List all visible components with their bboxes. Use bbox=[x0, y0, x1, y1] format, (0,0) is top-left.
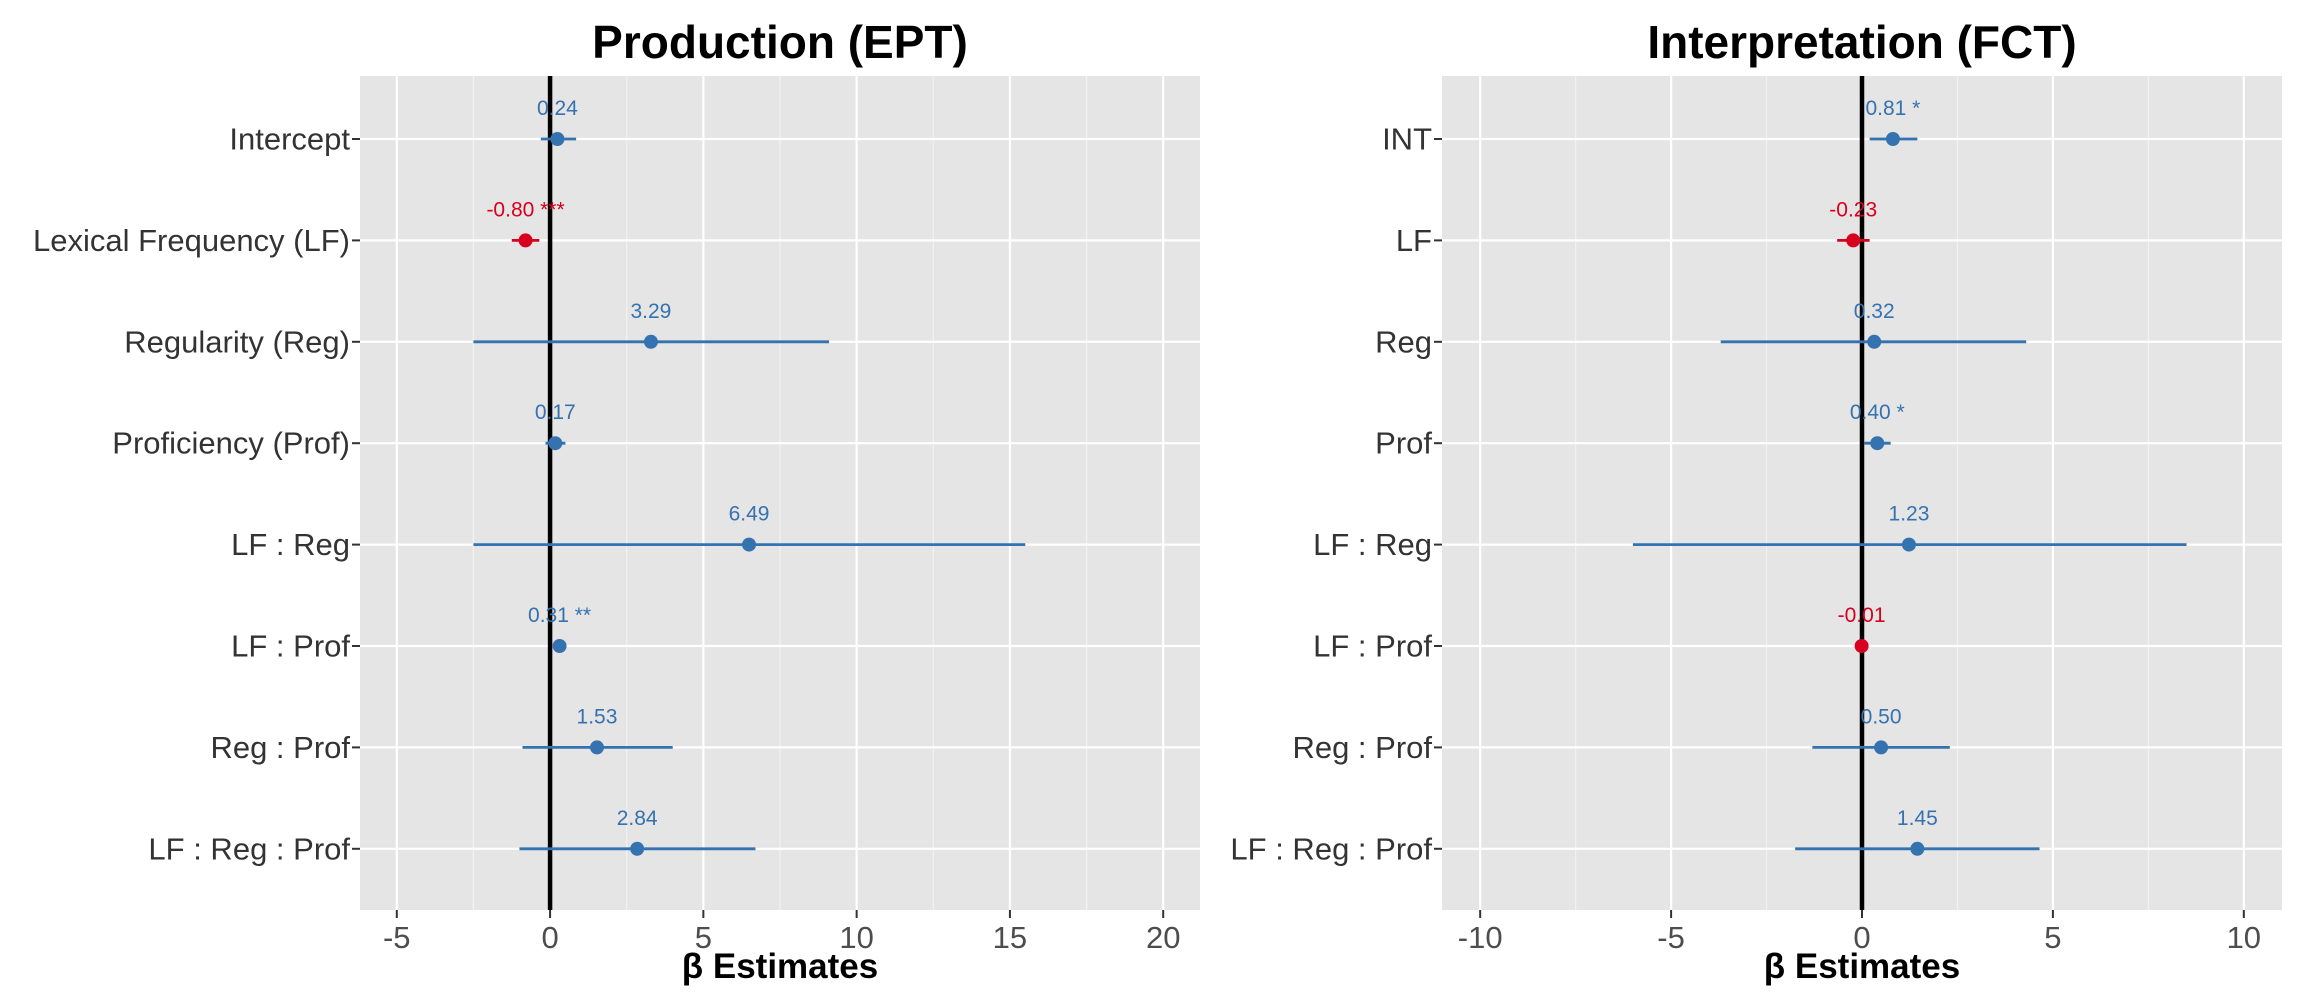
y-tick-label: LF : Reg bbox=[1313, 527, 1432, 562]
estimate-point bbox=[1885, 132, 1900, 146]
x-tick-label: 20 bbox=[1146, 920, 1180, 955]
estimate-label: 0.31 ** bbox=[528, 604, 591, 627]
estimate-label: 0.50 bbox=[1861, 705, 1902, 728]
estimate-point bbox=[1867, 334, 1882, 349]
estimate-label: 1.23 bbox=[1889, 503, 1930, 526]
x-tick-label: -5 bbox=[383, 920, 411, 955]
y-tick-label: LF : Prof bbox=[231, 629, 350, 664]
estimate-label: 2.84 bbox=[617, 807, 658, 830]
estimate-point bbox=[1870, 436, 1885, 451]
estimate-point bbox=[1846, 233, 1861, 248]
interpretation-panel: INT LF Reg Prof LF : Reg LF : Prof Reg : Prof L… bbox=[1230, 16, 2282, 986]
x-tick-label: -5 bbox=[1657, 920, 1685, 955]
estimate-label: -0.80 *** bbox=[486, 198, 564, 221]
panel-title: Production (EPT) bbox=[592, 16, 968, 68]
y-tick-label: Lexical Frequency (LF) bbox=[33, 223, 350, 258]
y-tick-label: LF : Reg : Prof bbox=[1230, 831, 1432, 866]
y-tick-label: Reg : Prof bbox=[210, 730, 350, 765]
estimate-point bbox=[1901, 537, 1916, 552]
estimate-label: 0.81 * bbox=[1865, 97, 1920, 120]
x-tick-label: 5 bbox=[695, 920, 712, 955]
y-tick-label: Intercept bbox=[229, 122, 350, 157]
estimate-point bbox=[630, 841, 645, 856]
y-tick-label: Regularity (Reg) bbox=[124, 324, 350, 359]
estimate-point bbox=[1854, 639, 1869, 653]
estimate-point bbox=[1910, 841, 1925, 856]
y-tick-label: LF : Prof bbox=[1313, 629, 1432, 664]
estimate-point bbox=[518, 233, 533, 248]
y-tick-label: LF bbox=[1396, 223, 1432, 258]
estimate-point bbox=[643, 334, 658, 349]
y-tick-label: Reg : Prof bbox=[1292, 730, 1432, 765]
estimate-point bbox=[548, 436, 563, 451]
x-tick-label: 0 bbox=[1853, 920, 1870, 955]
production-panel: Intercept Lexical Frequency (LF) Regularit… bbox=[33, 16, 1200, 986]
estimate-label: 0.40 * bbox=[1850, 401, 1905, 424]
estimate-label: 0.24 bbox=[537, 97, 578, 120]
estimate-label: -0.01 bbox=[1838, 604, 1886, 627]
x-axis-title: β Estimates bbox=[682, 947, 878, 986]
estimate-point bbox=[550, 132, 565, 146]
estimate-label: 3.29 bbox=[630, 300, 671, 323]
estimate-point bbox=[589, 740, 604, 755]
y-tick-label: LF : Reg : Prof bbox=[148, 831, 350, 866]
estimate-label: -0.23 bbox=[1829, 198, 1877, 221]
estimate-point bbox=[742, 537, 757, 552]
x-tick-label: 5 bbox=[2044, 920, 2061, 955]
estimate-point bbox=[552, 639, 567, 653]
x-axis-title: β Estimates bbox=[1764, 947, 1960, 986]
estimate-label: 1.53 bbox=[577, 705, 618, 728]
estimate-point bbox=[1874, 740, 1889, 755]
x-tick-label: 15 bbox=[993, 920, 1027, 955]
x-tick-label: -10 bbox=[1458, 920, 1503, 955]
y-tick-label: Proficiency (Prof) bbox=[112, 426, 350, 461]
estimate-label: 1.45 bbox=[1897, 807, 1938, 830]
panel-title: Interpretation (FCT) bbox=[1647, 16, 2076, 68]
estimate-label: 0.32 bbox=[1854, 300, 1895, 323]
x-tick-label: 10 bbox=[2227, 920, 2261, 955]
estimate-label: 0.17 bbox=[535, 401, 576, 424]
estimate-label: 6.49 bbox=[729, 503, 770, 526]
y-tick-label: LF : Reg bbox=[231, 527, 350, 562]
x-tick-label: 10 bbox=[839, 920, 873, 955]
x-tick-label: 0 bbox=[541, 920, 558, 955]
y-tick-label: Reg bbox=[1375, 324, 1432, 359]
y-tick-label: Prof bbox=[1375, 426, 1432, 461]
y-tick-label: INT bbox=[1382, 122, 1432, 157]
